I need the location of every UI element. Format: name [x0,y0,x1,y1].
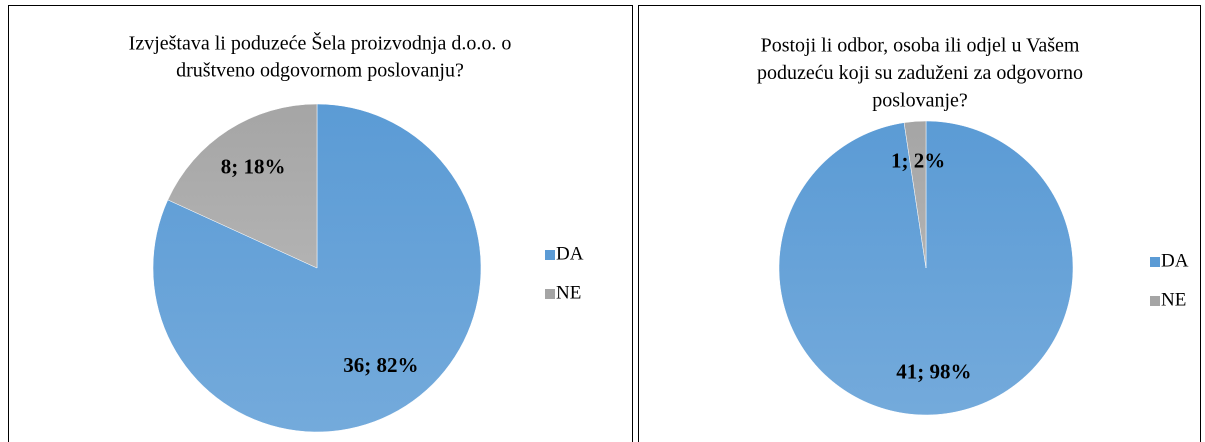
chart-title: Izvještava li poduzeće Šela proizvodnja … [129,31,512,55]
chart-title: Postoji li odbor, osoba ili odjel u Vaše… [761,35,1080,57]
frame [638,5,1201,442]
frame [8,5,633,442]
data-label: 41; 98% [896,359,971,383]
legend-label: DA [1161,250,1189,271]
legend-swatch [545,250,555,260]
data-label: 36; 82% [343,353,418,377]
pie-slice [903,120,927,269]
legend-label: DA [556,243,584,264]
data-label: 1; 2% [891,148,945,172]
data-label: 8; 18% [221,154,286,178]
legend-swatch [1150,296,1160,306]
pie-slice [167,103,318,269]
chart-title: društveno odgovornom poslovanju? [176,60,464,82]
legend-label: NE [1161,289,1186,310]
legend-swatch [1150,257,1160,267]
chart-title: poduzeću koji su zaduženi za odgovorno [757,62,1083,84]
legend-swatch [545,289,555,299]
chart-title: poslovanje? [872,90,968,112]
legend-label: NE [556,282,581,303]
